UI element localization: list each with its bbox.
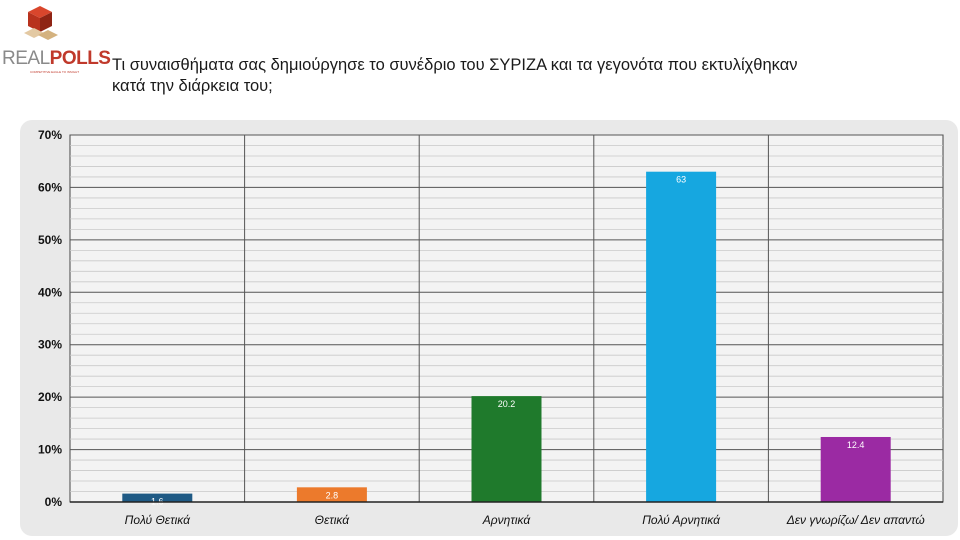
realpolls-logo: REALPOLLS COMPETITIVE EAGLE TO INSIGHT <box>0 0 111 80</box>
x-tick-label: Αρνητικά <box>482 513 532 527</box>
y-tick-label: 60% <box>38 180 62 194</box>
bar <box>471 396 542 502</box>
x-tick-label: Πολύ Αρνητικά <box>642 513 721 527</box>
bar <box>820 436 891 502</box>
y-tick-label: 0% <box>45 495 63 509</box>
x-tick-label: Δεν γνωρίζω/ Δεν απαντώ <box>786 513 925 527</box>
data-label: 2.8 <box>326 490 339 500</box>
y-tick-label: 10% <box>38 443 62 457</box>
bar <box>296 487 367 502</box>
bar <box>122 493 193 502</box>
chart-title: Τι συναισθήματα σας δημιούργησε το συνέδ… <box>112 56 798 95</box>
brand-tagline: COMPETITIVE EAGLE TO INSIGHT <box>30 70 80 74</box>
y-tick-label: 70% <box>38 128 62 142</box>
x-tick-label: Θετικά <box>315 513 351 527</box>
data-label: 63 <box>676 175 686 185</box>
brand-wordmark: REALPOLLS <box>2 48 111 70</box>
brand-polls: POLLS <box>49 48 111 69</box>
data-label: 12.4 <box>847 440 865 450</box>
data-label: 20.2 <box>498 399 516 409</box>
y-tick-label: 50% <box>38 233 62 247</box>
brand-real: REAL <box>2 48 50 69</box>
y-tick-label: 20% <box>38 390 62 404</box>
chart-panel: 0% 10% 20% 30% 40% 50% 60% 70% 1.6 Πολύ Θετικά 2.8… <box>20 120 958 536</box>
x-tick-label: Πολύ Θετικά <box>125 513 191 527</box>
y-tick-label: 30% <box>38 338 62 352</box>
bar <box>646 171 717 502</box>
y-tick-label: 40% <box>38 285 62 299</box>
cube-logo-icon <box>24 6 58 40</box>
